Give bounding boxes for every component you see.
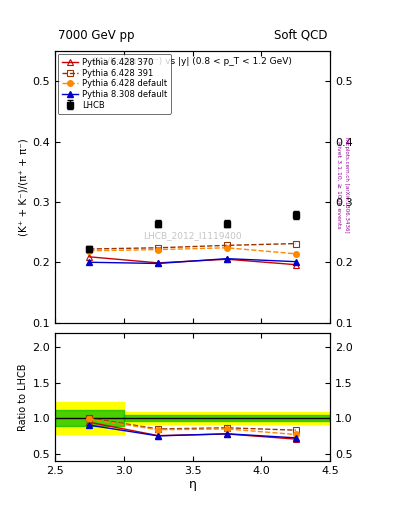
Line: Pythia 6.428 370: Pythia 6.428 370 (86, 254, 299, 267)
Pythia 8.308 default (87, 259, 92, 265)
Pythia 6.428 default (87, 248, 92, 254)
Pythia 6.428 370 (87, 254, 92, 260)
Text: Rivet 3.1.10, ≥ 100k events: Rivet 3.1.10, ≥ 100k events (336, 140, 341, 228)
Text: (K⁺/K⁻)/(π⁺+π⁻) vs |y| (0.8 < p_T < 1.2 GeV): (K⁺/K⁻)/(π⁺+π⁻) vs |y| (0.8 < p_T < 1.2 … (93, 57, 292, 66)
Pythia 6.428 default (225, 245, 230, 251)
X-axis label: η: η (189, 478, 196, 492)
Text: LHCB_2012_I1119400: LHCB_2012_I1119400 (143, 231, 242, 240)
Pythia 6.428 391 (294, 241, 298, 247)
Pythia 6.428 default (294, 251, 298, 257)
Legend: Pythia 6.428 370, Pythia 6.428 391, Pythia 6.428 default, Pythia 8.308 default, : Pythia 6.428 370, Pythia 6.428 391, Pyth… (57, 54, 171, 114)
Pythia 6.428 391 (156, 245, 161, 251)
Pythia 6.428 370 (156, 260, 161, 266)
Pythia 6.428 391 (87, 246, 92, 252)
Text: Soft QCD: Soft QCD (274, 29, 327, 41)
Y-axis label: Ratio to LHCB: Ratio to LHCB (18, 363, 28, 431)
Pythia 6.428 370 (225, 256, 230, 262)
Pythia 6.428 391 (225, 242, 230, 248)
Text: 7000 GeV pp: 7000 GeV pp (58, 29, 134, 41)
Line: Pythia 8.308 default: Pythia 8.308 default (86, 256, 299, 266)
Line: Pythia 6.428 391: Pythia 6.428 391 (86, 241, 299, 252)
Pythia 8.308 default (156, 261, 161, 267)
Y-axis label: (K⁺ + K⁻)/(π⁺ + π⁻): (K⁺ + K⁻)/(π⁺ + π⁻) (18, 138, 28, 236)
Line: Pythia 6.428 default: Pythia 6.428 default (86, 245, 299, 257)
Pythia 6.428 default (156, 246, 161, 252)
Pythia 8.308 default (225, 255, 230, 262)
Pythia 8.308 default (294, 259, 298, 265)
Text: mcplots.cern.ch [arXiv:1306.3436]: mcplots.cern.ch [arXiv:1306.3436] (344, 137, 349, 232)
Pythia 6.428 370 (294, 262, 298, 268)
